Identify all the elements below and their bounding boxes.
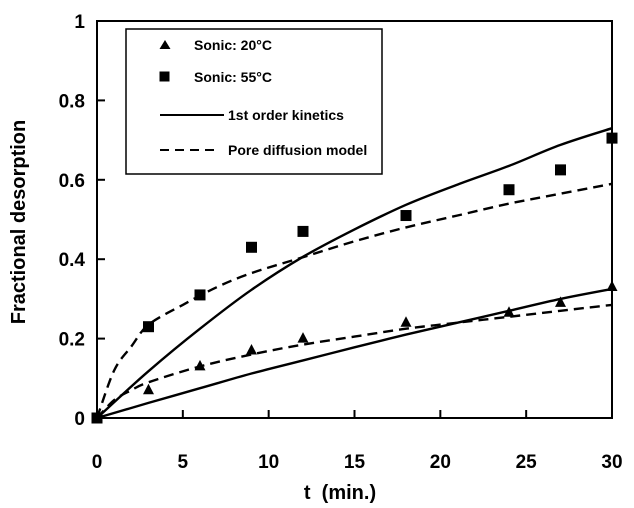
square-marker bbox=[194, 289, 206, 301]
x-axis-tick-labels: 0 5 10 15 20 25 30 bbox=[92, 452, 623, 473]
triangle-marker bbox=[246, 344, 257, 355]
first-order-curve bbox=[96, 287, 613, 420]
legend-square-marker bbox=[159, 71, 170, 82]
legend-label-sonic-55: Sonic: 55°C bbox=[194, 69, 272, 85]
x-tick-label: 30 bbox=[601, 452, 622, 473]
first-order-curve bbox=[96, 127, 613, 419]
model-curves bbox=[95, 127, 613, 420]
pore-diffusion-curve bbox=[96, 303, 613, 419]
y-axis-ticks bbox=[97, 20, 105, 419]
square-marker bbox=[606, 132, 618, 144]
legend-triangle-marker bbox=[159, 40, 171, 49]
legend-label-pore-diffusion: Pore diffusion model bbox=[228, 142, 367, 158]
y-tick-label: 1 bbox=[74, 12, 85, 33]
data-markers bbox=[91, 132, 618, 424]
legend-label-sonic-20: Sonic: 20°C bbox=[194, 37, 272, 53]
x-tick-label: 25 bbox=[516, 452, 538, 473]
square-marker bbox=[555, 164, 566, 176]
x-tick-label: 20 bbox=[430, 452, 451, 473]
triangle-marker bbox=[606, 280, 618, 291]
y-tick-label: 0.8 bbox=[59, 91, 85, 112]
legend-box bbox=[125, 28, 383, 175]
triangle-marker bbox=[555, 296, 566, 307]
x-axis-title: t (min.) bbox=[304, 482, 376, 504]
x-tick-label: 5 bbox=[178, 452, 189, 473]
y-tick-label: 0 bbox=[74, 409, 85, 430]
square-marker bbox=[297, 225, 309, 237]
square-marker bbox=[246, 241, 257, 253]
triangle-marker bbox=[503, 306, 515, 317]
square-marker bbox=[400, 210, 412, 222]
y-tick-label: 0.2 bbox=[59, 330, 85, 351]
y-axis-title: Fractional desorption bbox=[8, 120, 30, 324]
x-axis-ticks bbox=[96, 410, 613, 418]
x-tick-label: 0 bbox=[92, 452, 103, 473]
x-tick-label: 10 bbox=[258, 452, 279, 473]
triangle-marker bbox=[400, 316, 412, 327]
legend-label-first-order: 1st order kinetics bbox=[228, 107, 344, 123]
triangle-marker bbox=[297, 332, 309, 343]
triangle-marker bbox=[143, 383, 154, 395]
y-tick-label: 0.6 bbox=[59, 171, 85, 192]
y-axis-tick-labels: 0 0.2 0.4 0.6 0.8 1 bbox=[59, 12, 86, 430]
square-marker bbox=[91, 412, 103, 424]
pore-diffusion-curve bbox=[95, 182, 613, 419]
square-marker bbox=[503, 184, 515, 196]
triangle-marker bbox=[194, 359, 206, 371]
y-tick-label: 0.4 bbox=[59, 250, 86, 271]
x-tick-label: 15 bbox=[344, 452, 366, 473]
square-marker bbox=[143, 321, 154, 333]
legend: Sonic: 20°C Sonic: 55°C 1st order kineti… bbox=[125, 28, 383, 175]
